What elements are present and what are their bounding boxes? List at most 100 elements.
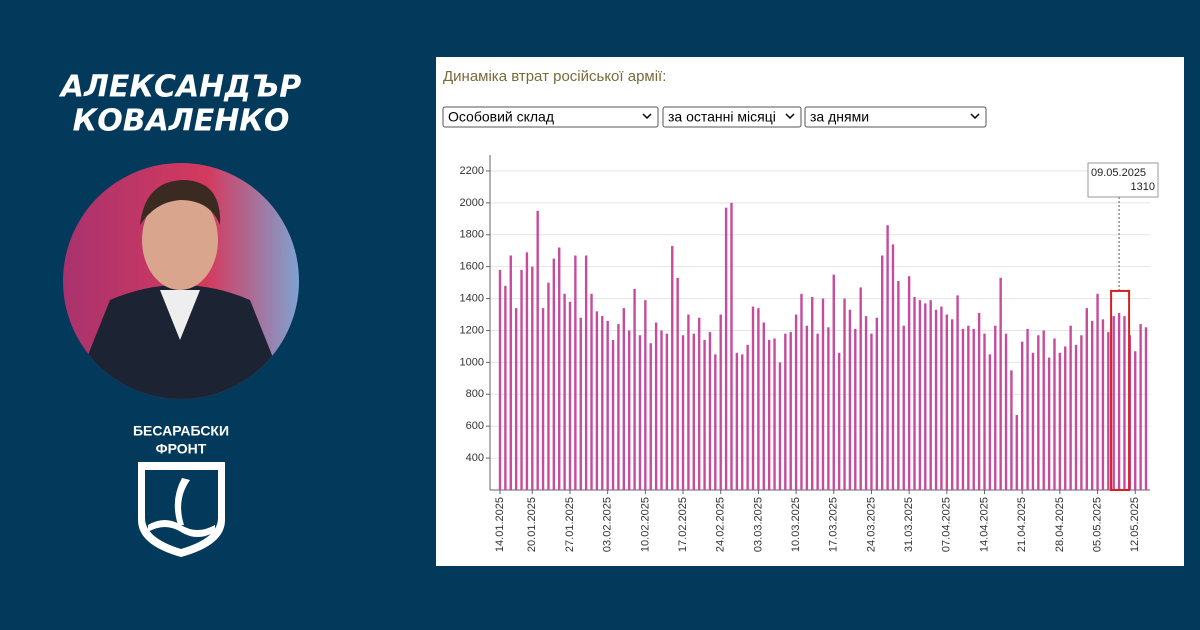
bar — [843, 298, 846, 490]
bar — [1090, 320, 1094, 490]
bar — [660, 330, 663, 490]
bar — [784, 333, 787, 490]
y-tick-label: 600 — [466, 420, 484, 432]
bar — [563, 293, 566, 490]
bar — [977, 312, 981, 490]
bar — [1037, 335, 1040, 490]
bar — [1058, 352, 1062, 490]
y-tick-label: 1400 — [460, 292, 484, 304]
bar — [918, 300, 922, 490]
bar — [859, 287, 862, 490]
y-tick-label: 800 — [466, 388, 484, 400]
bar — [1042, 330, 1045, 490]
bar — [1074, 344, 1078, 490]
x-tick-label: 10.02.2025 — [639, 497, 651, 552]
bar — [800, 293, 803, 490]
bar — [1069, 325, 1072, 490]
bar — [595, 311, 599, 490]
bar — [617, 324, 620, 490]
bar — [746, 344, 749, 490]
dropdown-arrow — [970, 113, 980, 120]
bar — [821, 298, 825, 490]
x-tick-label: 05.05.2025 — [1091, 497, 1103, 552]
bar — [584, 255, 588, 490]
bar — [590, 293, 593, 490]
bar — [1085, 308, 1088, 490]
x-tick-label: 24.03.2025 — [865, 497, 877, 552]
bar — [757, 308, 760, 490]
y-tick-label: 1200 — [460, 324, 484, 336]
bar — [1004, 333, 1008, 490]
bar — [751, 306, 755, 490]
bar — [697, 317, 701, 490]
bar — [665, 333, 669, 490]
bar — [999, 277, 1002, 490]
dropdown-label: Особовий склад — [448, 109, 554, 125]
dropdown[interactable] — [804, 106, 987, 128]
dropdown-label: за днями — [810, 109, 869, 125]
bar — [864, 316, 868, 490]
x-tick-label: 12.05.2025 — [1129, 497, 1141, 552]
bar — [816, 333, 819, 490]
bar — [1139, 324, 1142, 490]
bar — [929, 300, 932, 490]
bar — [1112, 316, 1115, 490]
bar — [525, 252, 529, 490]
bar — [897, 281, 900, 490]
bar — [924, 303, 927, 490]
bar — [531, 266, 534, 490]
bar — [875, 317, 879, 490]
bar — [854, 328, 857, 490]
bar — [574, 255, 577, 490]
bar — [498, 269, 502, 490]
bar — [832, 274, 835, 490]
bar — [972, 328, 975, 490]
author-name: АЛЕКСАНДЪР — [59, 70, 301, 105]
bar — [827, 327, 830, 490]
x-tick-label: 24.02.2025 — [715, 497, 727, 552]
y-tick-label: 400 — [466, 452, 484, 464]
dropdown[interactable] — [662, 106, 802, 128]
bar — [735, 352, 739, 490]
bar — [628, 330, 631, 490]
bar — [541, 308, 545, 490]
bar — [1053, 338, 1056, 490]
chart-title: Динаміка втрат російської армії: — [443, 68, 666, 85]
bar — [558, 247, 561, 490]
bar — [520, 269, 523, 490]
bar — [708, 332, 712, 490]
bar — [1080, 335, 1083, 490]
dropdown[interactable] — [442, 106, 659, 128]
dropdown-arrow — [642, 113, 652, 120]
bar — [1134, 351, 1137, 490]
x-tick-label: 14.04.2025 — [978, 497, 990, 552]
bar — [509, 255, 512, 490]
bar — [649, 343, 652, 490]
tooltip-date: 09.05.2025 — [1091, 167, 1146, 179]
bar — [504, 285, 507, 490]
author-photo — [63, 163, 299, 399]
bar — [983, 333, 986, 490]
bar — [730, 202, 733, 490]
dropdown-arrow — [785, 113, 795, 120]
bar — [778, 362, 782, 490]
bar — [891, 244, 895, 490]
x-tick-label: 27.01.2025 — [564, 497, 576, 552]
bar — [719, 314, 722, 490]
bar — [767, 340, 771, 490]
bar — [703, 340, 706, 490]
y-tick-label: 2000 — [460, 197, 484, 209]
bar — [994, 325, 997, 490]
bar — [789, 332, 792, 490]
bar — [1096, 293, 1099, 490]
logo-feather — [174, 478, 190, 525]
y-tick-label: 2200 — [460, 165, 484, 177]
bar — [633, 289, 636, 490]
tooltip — [1087, 162, 1159, 198]
author-name: КОВАЛЕНКО — [73, 104, 290, 139]
x-tick-label: 03.03.2025 — [752, 497, 764, 552]
bar — [902, 325, 905, 490]
bar — [681, 335, 685, 490]
bar — [773, 338, 776, 490]
bar — [601, 316, 604, 490]
